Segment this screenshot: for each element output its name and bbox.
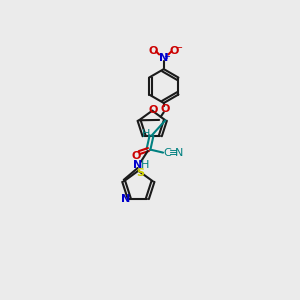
Text: H: H [142,129,150,139]
Text: C: C [164,148,172,158]
Text: N: N [159,52,168,63]
Text: H: H [140,160,149,170]
Text: O: O [160,104,170,114]
Text: N: N [175,148,183,158]
Text: N: N [121,194,130,204]
Text: +: + [164,52,170,61]
Text: N: N [133,160,142,170]
Text: O: O [148,105,158,115]
Text: O: O [148,46,158,56]
Text: ≡: ≡ [169,148,178,158]
Text: O: O [170,46,179,56]
Text: O: O [131,151,141,161]
Text: S: S [137,168,145,178]
Text: −: − [175,43,183,53]
